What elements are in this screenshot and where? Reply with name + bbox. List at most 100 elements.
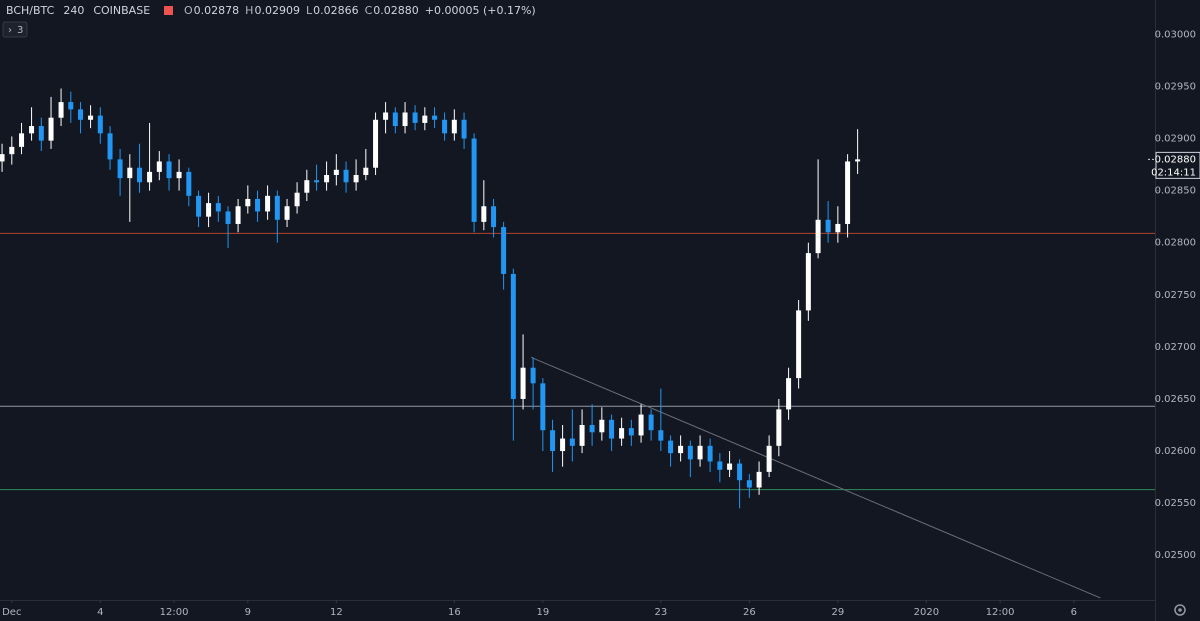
y-tick-label: 0.02600 (1155, 446, 1196, 457)
candle-body (294, 192, 300, 207)
candle-body (88, 115, 94, 120)
candle-body (451, 119, 457, 134)
candle-body (107, 133, 113, 160)
x-tick-label: 16 (448, 607, 461, 618)
gear[interactable] (1174, 604, 1186, 616)
candle-body (0, 154, 5, 162)
ohlc-legend: O 0.02878 H 0.02909 L 0.02866 C 0.02880 +0.00005… (184, 4, 536, 17)
candle-body (707, 445, 713, 462)
candle-body (668, 440, 674, 454)
candle-body (825, 219, 831, 233)
candle-body (38, 126, 44, 141)
candle-body (609, 419, 615, 439)
candle-body (255, 198, 261, 212)
candle-body (156, 161, 162, 172)
candle-body (717, 461, 723, 470)
legend-change: +0.00005 (+0.17%) (425, 4, 536, 17)
candle-body (117, 159, 123, 179)
y-tick-label: 0.02500 (1155, 550, 1196, 561)
candle-body (471, 138, 477, 222)
toggle-chevron: › (8, 25, 12, 36)
candle-body (756, 471, 762, 488)
x-tick-label: 29 (831, 607, 844, 618)
candle-body (147, 171, 153, 183)
y-tick-label: 0.03000 (1155, 29, 1196, 40)
candle-body (638, 414, 644, 436)
header: BCH/BTC 240 COINBASE O 0.02878 H 0.02909 L 0.… (2, 4, 536, 38)
candle-body (383, 112, 389, 120)
candle-body (560, 438, 566, 452)
candle-body (746, 480, 752, 488)
settings-icon[interactable] (1174, 604, 1186, 616)
candle-body (127, 167, 133, 179)
interval: 240 (63, 4, 84, 17)
candle-body (363, 167, 369, 175)
candle-body (137, 167, 143, 183)
plot-area (0, 88, 1155, 599)
candle-body (530, 367, 536, 384)
y-tick-label: 0.02550 (1155, 498, 1196, 509)
symbol: BCH/BTC (6, 4, 55, 17)
candle-body (186, 171, 192, 196)
candle-body (845, 161, 851, 224)
legend-value: 0.02880 (373, 4, 419, 17)
y-tick-label: 0.02950 (1155, 81, 1196, 92)
candle-body (19, 133, 25, 147)
candle-body (324, 175, 330, 183)
countdown: 02:14:11 (1151, 167, 1196, 178)
candle-body (442, 119, 448, 134)
trend-line (530, 356, 1101, 599)
gear-center[interactable] (1178, 608, 1182, 612)
candle-body (314, 180, 320, 183)
candle-body (235, 206, 241, 224)
candle-body (687, 445, 693, 460)
y-tick-label: 0.02800 (1155, 238, 1196, 249)
candle-body (48, 117, 54, 141)
candle-body (176, 171, 182, 179)
candle-body (245, 198, 251, 207)
candle-body (579, 425, 585, 446)
candle-body (796, 310, 802, 379)
x-tick-label: Dec (2, 607, 21, 618)
x-tick-label: 9 (245, 607, 251, 618)
candle-body (68, 102, 74, 110)
candle-body (648, 414, 654, 431)
candle-body (58, 102, 64, 118)
legend-value: 0.02909 (254, 4, 300, 17)
candle-body (776, 409, 782, 446)
candle-body (166, 161, 172, 179)
candle-body (727, 463, 733, 470)
y-tick-label: 0.02650 (1155, 394, 1196, 405)
candle-body (628, 428, 634, 436)
x-tick-label: 6 (1071, 607, 1077, 618)
legend-value: 0.02878 (194, 4, 240, 17)
candle-body (815, 219, 821, 254)
indicators-count: 3 (17, 25, 23, 36)
candle-body (678, 445, 684, 454)
x-tick-label: 19 (536, 607, 549, 618)
candle-body (373, 119, 379, 168)
legend-value: 0.02866 (313, 4, 359, 17)
candle-body (501, 227, 507, 274)
y-tick-label: 0.02750 (1155, 290, 1196, 301)
candle-body (855, 159, 861, 162)
y-tick-label: 0.02850 (1155, 186, 1196, 197)
y-tick-label: 0.02700 (1155, 342, 1196, 353)
candle-body (353, 175, 359, 183)
indicators-toggle[interactable] (2, 21, 28, 38)
candle-body (343, 169, 349, 183)
candle-body (520, 367, 526, 399)
candle-body (589, 425, 595, 433)
x-tick-label: 23 (654, 607, 667, 618)
candle-body (805, 253, 811, 311)
candle-body (29, 126, 35, 134)
candle-body (569, 438, 575, 446)
candle-body (333, 169, 339, 175)
candle-body (284, 206, 290, 220)
candle-body (392, 112, 398, 127)
x-tick-label: 2020 (914, 607, 939, 618)
exchange: COINBASE (93, 4, 150, 17)
